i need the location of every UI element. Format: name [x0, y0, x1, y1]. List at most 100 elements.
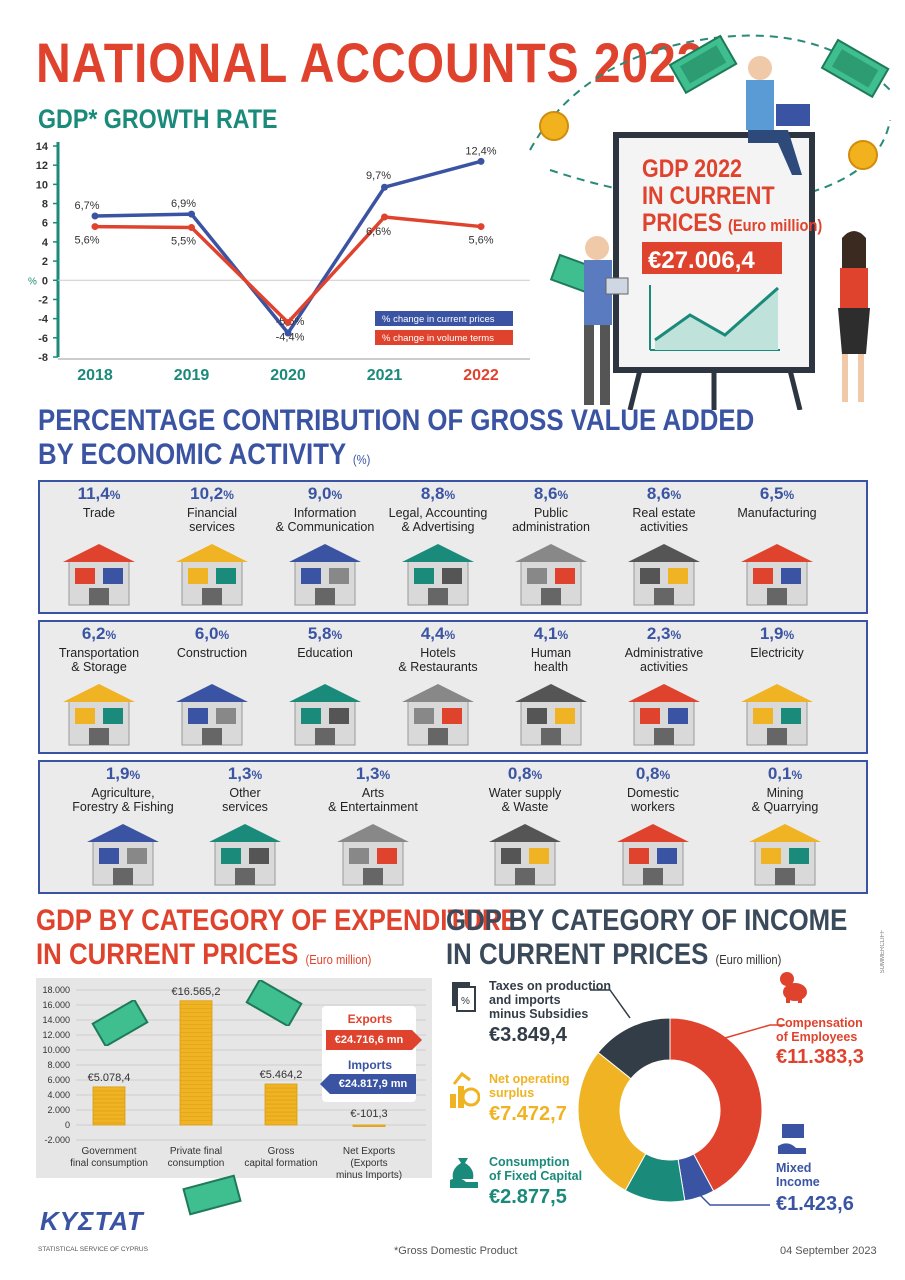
activity-percentage: 9,0%: [307, 484, 343, 503]
money-bag-hand-icon: [450, 1158, 478, 1188]
x-category-label: consumption: [168, 1158, 225, 1169]
svg-text:%: %: [461, 996, 470, 1007]
activity-item: 0,8% Domestic workers: [598, 764, 708, 886]
activity-percentage: 0,8%: [507, 764, 543, 783]
y-tick-label: 10: [36, 179, 48, 191]
data-point: [284, 318, 292, 326]
activity-percentage: 2,3%: [646, 624, 682, 643]
y-tick-label: 4.000: [47, 1090, 70, 1100]
activity-percentage: 4,1%: [533, 624, 569, 643]
data-label: 5,6%: [468, 235, 493, 247]
income-leader-lines: [590, 989, 785, 1206]
growth-coin-icon: [450, 1071, 480, 1108]
bar: [352, 1124, 386, 1127]
books-icon: [289, 684, 361, 746]
y-tick-label: -6: [38, 333, 48, 345]
donut-slice: [577, 1051, 647, 1192]
x-tick-label: 2020: [270, 367, 306, 384]
data-point: [188, 224, 195, 232]
scales-icon: [402, 544, 474, 606]
exports-value: €24.716,6 mn: [326, 1030, 412, 1050]
y-axis-label: %: [28, 276, 37, 287]
vacuum-icon: [617, 824, 689, 886]
data-label: 6,7%: [74, 200, 99, 212]
y-tick-label: -8: [38, 352, 48, 364]
activity-label: Water supply & Waste: [488, 786, 562, 814]
activity-label: Construction: [176, 646, 248, 660]
y-tick-label: 8: [42, 199, 48, 211]
y-tick-label: 14: [36, 141, 49, 153]
y-tick-label: 16.000: [42, 1000, 70, 1010]
activity-percentage: 1,3%: [227, 764, 263, 783]
mixed-income-value: €1.423,6: [776, 1193, 854, 1215]
data-label: 5,5%: [171, 236, 196, 248]
data-point: [381, 183, 388, 191]
data-label: 5,6%: [74, 235, 99, 247]
series-line: [94, 215, 482, 325]
income-title: GDP BY CATEGORY OF INCOME IN CURRENT PRI…: [446, 904, 848, 971]
x-category-label: capital formation: [244, 1158, 317, 1169]
y-tick-label: 2.000: [47, 1105, 70, 1115]
x-category-label: final consumption: [70, 1158, 148, 1169]
nos-label: Net operating surplus: [489, 1072, 570, 1100]
man-with-tablet-icon: [584, 236, 629, 405]
x-category-label: Gross: [268, 1146, 295, 1157]
data-label: 6,6%: [366, 226, 391, 238]
main-title: NATIONAL ACCOUNTS 2022: [36, 31, 705, 94]
house-icon: [628, 544, 700, 606]
mixed-income-label: Mixed Income: [776, 1161, 820, 1189]
y-tick-label: -4: [38, 314, 49, 326]
x-tick-label: 2021: [367, 367, 403, 384]
cfc-label: Consumption of Fixed Capital: [489, 1155, 583, 1183]
activity-label: Trade: [82, 506, 116, 520]
activity-item: 0,1% Mining & Quarrying: [730, 764, 840, 886]
activity-label: Mining & Quarrying: [751, 786, 819, 814]
activity-percentage: 8,6%: [533, 484, 569, 503]
activity-item: 6,5% Manufacturing: [722, 484, 832, 606]
y-tick-label: 6: [42, 218, 48, 230]
activity-percentage: 5,8%: [307, 624, 343, 643]
data-point: [188, 210, 195, 218]
activity-item: 6,0% Construction: [157, 624, 267, 746]
compensation-value: €11.383,3: [776, 1046, 864, 1068]
activity-item: 0,8% Water supply & Waste: [470, 764, 580, 886]
legend-swatch: [375, 330, 513, 345]
person-with-laptop-icon: [746, 56, 810, 175]
activity-item: 5,8% Education: [270, 624, 380, 746]
x-category-label: Private final: [170, 1146, 222, 1157]
activity-item: 11,4% Trade: [44, 484, 154, 606]
bar-value-label: €5.078,4: [88, 1072, 131, 1084]
series-line: [94, 159, 482, 335]
data-point: [284, 329, 292, 337]
data-point: [381, 213, 388, 221]
compensation-label: Compensation of Employees: [776, 1016, 863, 1044]
activity-label: Information & Communication: [275, 506, 375, 534]
y-tick-label: 0: [65, 1120, 70, 1130]
legend-label: % change in current prices: [382, 314, 495, 325]
activity-label: Financial services: [186, 506, 238, 534]
activity-percentage: 1,9%: [759, 624, 795, 643]
footnote: *Gross Domestic Product: [394, 1245, 518, 1257]
bar: [179, 1000, 213, 1126]
meeting-icon: [628, 684, 700, 746]
y-tick-label: 2: [42, 256, 48, 268]
y-tick-label: 0: [42, 275, 48, 287]
activity-percentage: 6,0%: [194, 624, 230, 643]
bar-value-label: €16.565,2: [172, 986, 221, 998]
activity-item: 1,9% Electricity: [722, 624, 832, 746]
gdp-box-title: GDP 2022 IN CURRENT PRICES (Euro million…: [642, 155, 823, 237]
activity-item: 8,8% Legal, Accounting & Advertising: [383, 484, 493, 606]
factory-icon: [489, 824, 561, 886]
activity-label: Human health: [530, 646, 572, 674]
activity-percentage: 1,9%: [105, 764, 141, 783]
publication-date: 04 September 2023: [780, 1245, 877, 1257]
activity-item: 4,4% Hotels & Restaurants: [383, 624, 493, 746]
activity-label: Real estate activities: [632, 506, 696, 534]
x-tick-label: 2019: [174, 367, 210, 384]
nos-value: €7.472,7: [489, 1103, 567, 1125]
activity-row-3: [38, 760, 868, 894]
y-tick-label: 12: [36, 160, 48, 172]
activity-item: 4,1% Human health: [496, 624, 606, 746]
data-label: 6,9%: [171, 198, 196, 210]
bar: [264, 1083, 298, 1126]
